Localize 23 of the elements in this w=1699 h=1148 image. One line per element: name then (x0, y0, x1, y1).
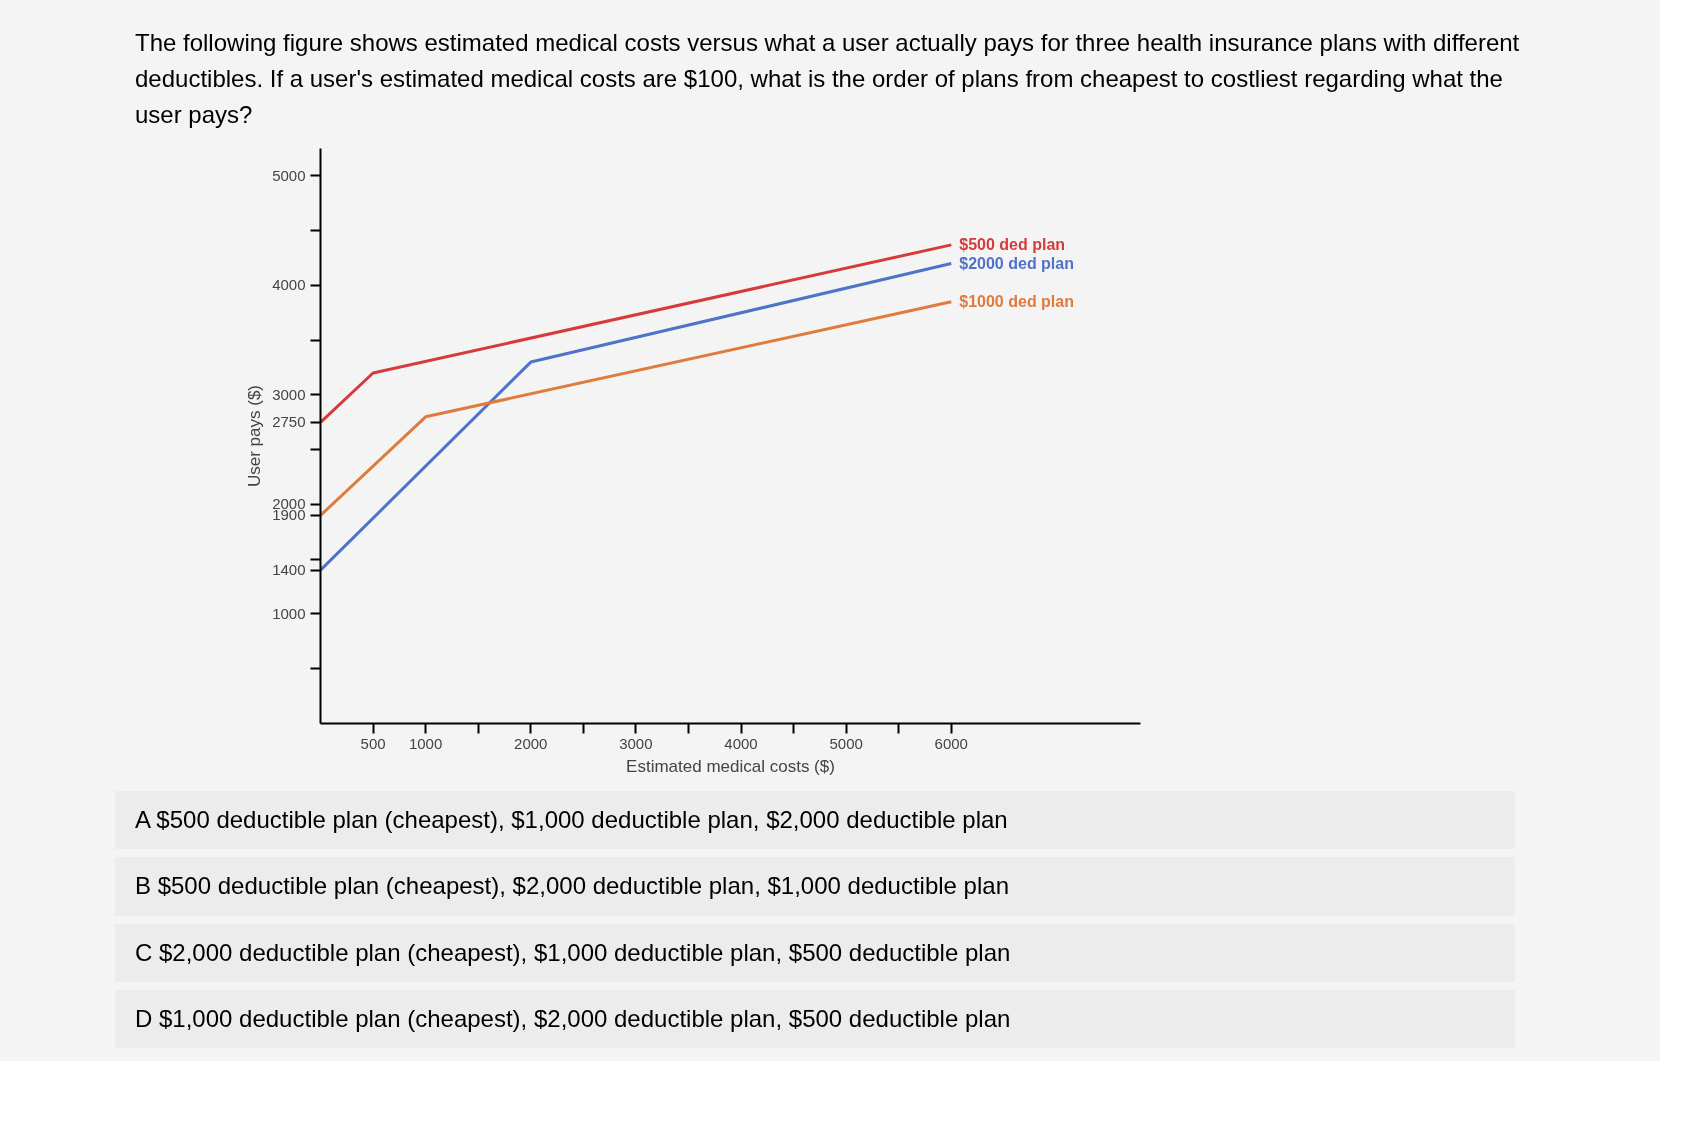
text: C $2,000 deductible plan (cheapest), $1,000 deductible plan, $500 deductible plan (115, 923, 1515, 982)
x-tick-label: 5000 (829, 734, 863, 752)
x-tick-label: 6000 (934, 734, 968, 752)
y-tick-label: 3000 (272, 385, 306, 403)
y-tick-label: 1000 (272, 604, 306, 622)
y-tick-label: 5000 (272, 166, 306, 184)
series-label: $2000 ded plan (959, 255, 1074, 272)
x-tick-label: 500 (360, 734, 386, 752)
y-tick-label: 4000 (272, 276, 306, 294)
y-axis-title: User pays ($) (245, 384, 265, 488)
x-tick-label: 1000 (408, 734, 443, 752)
x-tick-label: 4000 (724, 734, 758, 752)
x-axis-title: Estimated medical costs ($) (626, 756, 835, 776)
y-tick-label: 2750 (272, 413, 306, 431)
series-label: $1000 ded plan (959, 293, 1074, 311)
text: A $500 deductible plan (cheapest), $1,000 deductible plan, $2,000 deductible plan (115, 791, 1515, 850)
y-tick-label: 1400 (272, 561, 306, 579)
chart-title: The following figure shows estimated medical costs versus what a user actually pays for three health insurance plans with different deductibles. If a user's estimated medical costs are $100, what is the order of plans from cheapest to costliest regarding what the user pays? (135, 28, 1521, 130)
text: B $500 deductible plan (cheapest), $2,000 deductible plan, $1,000 deductible plan (115, 857, 1515, 916)
text: D $1,000 deductible plan (cheapest), $2,000 deductible plan, $500 deductible plan (115, 989, 1515, 1049)
x-tick-label: 3000 (619, 734, 653, 752)
series-label: $500 ded plan (959, 236, 1066, 254)
x-tick-label: 2000 (514, 734, 548, 752)
